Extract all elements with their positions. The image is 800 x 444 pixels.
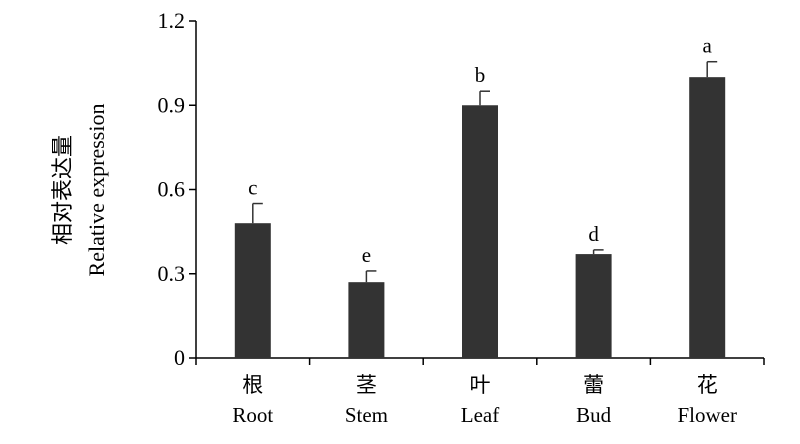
x-category-label-en: Leaf xyxy=(461,403,499,427)
y-tick-label: 0.6 xyxy=(158,177,186,202)
x-category-label-cn: 叶 xyxy=(470,373,491,397)
x-category-label-cn: 花 xyxy=(697,373,718,397)
y-axis-title-cn: 相对表达量 xyxy=(50,135,75,245)
x-category-label-en: Root xyxy=(232,403,273,427)
x-category-label-en: Stem xyxy=(345,403,388,427)
significance-label: b xyxy=(475,63,486,87)
significance-label: e xyxy=(362,243,371,267)
y-axis-title-en: Relative expression xyxy=(84,104,109,277)
bar xyxy=(689,77,726,359)
significance-label: c xyxy=(248,176,257,200)
bar xyxy=(575,254,612,358)
x-category-label-cn: 茎 xyxy=(356,373,377,397)
plot-area: 0 0.3 0.6 0.9 1.2 c 根 Root e 茎 Stem b 叶 Leaf d 蕾 Bud a 花 Fl… xyxy=(158,8,765,427)
y-tick-label: 0.3 xyxy=(158,261,186,286)
x-category-label-cn: 蕾 xyxy=(583,373,604,397)
x-category-label-en: Flower xyxy=(677,403,737,427)
x-category-label-cn: 根 xyxy=(242,373,263,397)
x-category-label-en: Bud xyxy=(576,403,612,427)
bar xyxy=(348,282,385,358)
y-tick-label: 0 xyxy=(174,345,185,370)
bar xyxy=(462,105,498,358)
y-tick-label: 1.2 xyxy=(158,8,186,33)
y-axis-title: 相对表达量 Relative expression xyxy=(50,104,109,277)
y-tick-label: 0.9 xyxy=(158,92,186,117)
significance-label: a xyxy=(703,34,713,58)
significance-label: d xyxy=(588,222,599,246)
bar xyxy=(234,223,271,358)
